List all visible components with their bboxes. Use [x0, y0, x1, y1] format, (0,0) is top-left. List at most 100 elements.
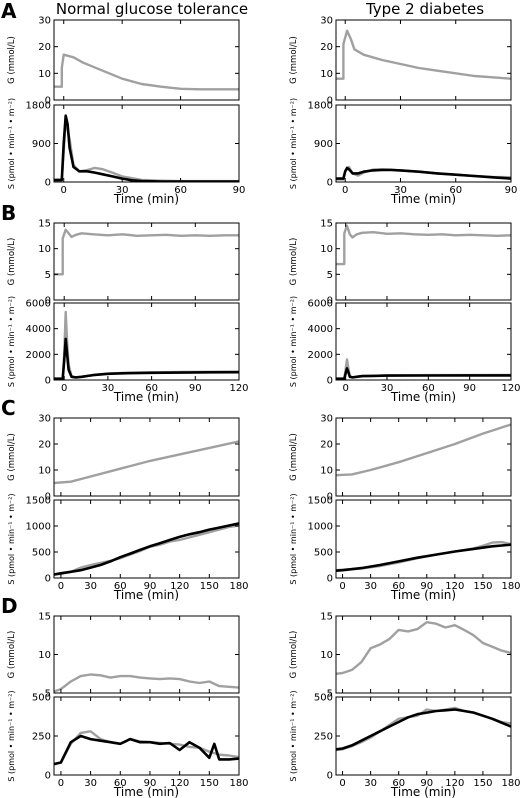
x-tick-label: 0	[58, 581, 64, 592]
y-tick-label: 4000	[308, 324, 333, 335]
data-line-a-ngt-g	[54, 53, 239, 91]
x-tick-label: 60	[449, 185, 462, 196]
axes-frame	[335, 302, 512, 381]
y-tick-label: 0	[45, 771, 51, 782]
x-tick-label: 0	[342, 185, 348, 196]
y-tick-label: 0	[327, 492, 333, 503]
y-tick-label: 5	[327, 689, 333, 700]
x-tick-label: 30	[116, 185, 129, 196]
y-axis-label: S (pmol • min⁻¹ • m⁻²)	[7, 98, 16, 189]
x-axis-label: Time (min)	[390, 390, 456, 404]
model-line-a-t2d-s	[336, 166, 511, 180]
x-tick-label: 120	[229, 383, 248, 394]
x-tick-label: 180	[501, 581, 520, 592]
x-tick-label: 90	[144, 581, 157, 592]
y-tick-label: 30	[38, 414, 51, 425]
y-tick-label: 10	[320, 244, 333, 255]
x-tick-label: 90	[233, 185, 246, 196]
axes-frame	[53, 302, 240, 381]
y-tick-label: 5	[45, 270, 51, 281]
data-line-b-t2d-g	[336, 224, 511, 266]
x-tick-label: 90	[420, 778, 433, 789]
x-tick-label: 90	[505, 185, 518, 196]
y-axis-label: S (pmol • min⁻¹ • m⁻²)	[289, 690, 298, 781]
y-tick-label: 0	[327, 296, 333, 307]
row-label-c: C	[1, 396, 16, 420]
y-tick-label: 15	[320, 612, 333, 623]
x-axis-label: Time (min)	[390, 588, 456, 602]
model-line-c-ngt-s	[54, 522, 239, 576]
axes-frame	[335, 104, 512, 183]
panel-d-ngt-g: 5 10 15 G (mmol/L)	[7, 612, 240, 700]
panel-a-t2d-g: 0 10 20 30 G (mmol/L)	[289, 16, 512, 107]
y-axis-label: G (mmol/L)	[289, 36, 299, 84]
data-line-b-ngt-g	[54, 228, 239, 276]
data-line-c-ngt-g	[54, 440, 239, 485]
series-group	[336, 706, 511, 752]
series-group	[336, 224, 511, 266]
series-group	[54, 114, 239, 182]
model-line-b-ngt-s	[54, 337, 239, 380]
x-axis-label: Time (min)	[390, 192, 456, 206]
axes-frame	[53, 417, 240, 497]
y-tick-label: 10	[38, 466, 51, 477]
y-tick-label: 6000	[308, 299, 333, 310]
x-tick-label: 0	[61, 185, 67, 196]
y-tick-label: 0	[327, 376, 333, 387]
panel-b-ngt-g: 0 5 10 15 G (mmol/L)	[7, 219, 240, 307]
x-tick-label: 0	[339, 778, 345, 789]
y-axis-label: G (mmol/L)	[7, 238, 17, 286]
x-tick-label: 60	[422, 383, 435, 394]
x-tick-label: 180	[229, 581, 248, 592]
x-tick-label: 0	[61, 383, 67, 394]
y-tick-label: 1500	[308, 496, 333, 507]
y-tick-label: 0	[45, 178, 51, 189]
series-group	[54, 440, 239, 485]
y-tick-label: 900	[32, 139, 51, 150]
axes-frame	[335, 417, 512, 497]
x-tick-label: 90	[144, 778, 157, 789]
y-tick-label: 2000	[308, 350, 333, 361]
x-tick-label: 120	[445, 778, 464, 789]
x-axis-label: Time (min)	[113, 588, 179, 602]
y-tick-label: 20	[38, 42, 51, 53]
y-tick-label: 4000	[26, 324, 51, 335]
data-line-d-t2d-g	[336, 621, 511, 675]
y-tick-label: 20	[320, 42, 333, 53]
x-tick-label: 60	[114, 778, 127, 789]
y-tick-label: 0	[45, 96, 51, 107]
axes-frame	[335, 19, 512, 101]
y-tick-label: 500	[314, 548, 333, 559]
y-tick-label: 5	[327, 270, 333, 281]
y-tick-label: 0	[45, 296, 51, 307]
series-group	[336, 540, 511, 572]
row-label-a: A	[1, 0, 17, 23]
y-axis-label: G (mmol/L)	[289, 433, 299, 481]
x-tick-label: 90	[189, 383, 202, 394]
data-line-c-ngt-s	[54, 524, 239, 577]
x-tick-label: 0	[342, 383, 348, 394]
model-line-d-ngt-s	[54, 734, 239, 766]
column-title-t2d: Type 2 diabetes	[365, 0, 484, 18]
model-line-b-t2d-s	[336, 367, 511, 380]
series-group	[54, 228, 239, 276]
x-axis-label: Time (min)	[113, 785, 179, 798]
axes-frame	[53, 19, 240, 101]
series-group	[336, 29, 511, 80]
y-tick-label: 1000	[26, 522, 51, 533]
x-tick-label: 60	[174, 185, 187, 196]
y-tick-label: 10	[38, 69, 51, 80]
x-tick-label: 90	[420, 581, 433, 592]
x-tick-label: 90	[463, 383, 476, 394]
y-tick-label: 250	[32, 732, 51, 743]
axes-frame	[53, 499, 240, 579]
x-tick-label: 180	[229, 778, 248, 789]
x-tick-label: 0	[58, 778, 64, 789]
x-tick-label: 30	[84, 581, 97, 592]
panel-c-ngt-g: 0 10 20 30 G (mmol/L)	[7, 414, 240, 503]
row-label-d: D	[1, 594, 18, 618]
panel-a-ngt-g: 0 10 20 30 G (mmol/L)	[7, 16, 240, 107]
data-line-d-ngt-g	[54, 673, 239, 693]
y-tick-label: 1000	[308, 522, 333, 533]
